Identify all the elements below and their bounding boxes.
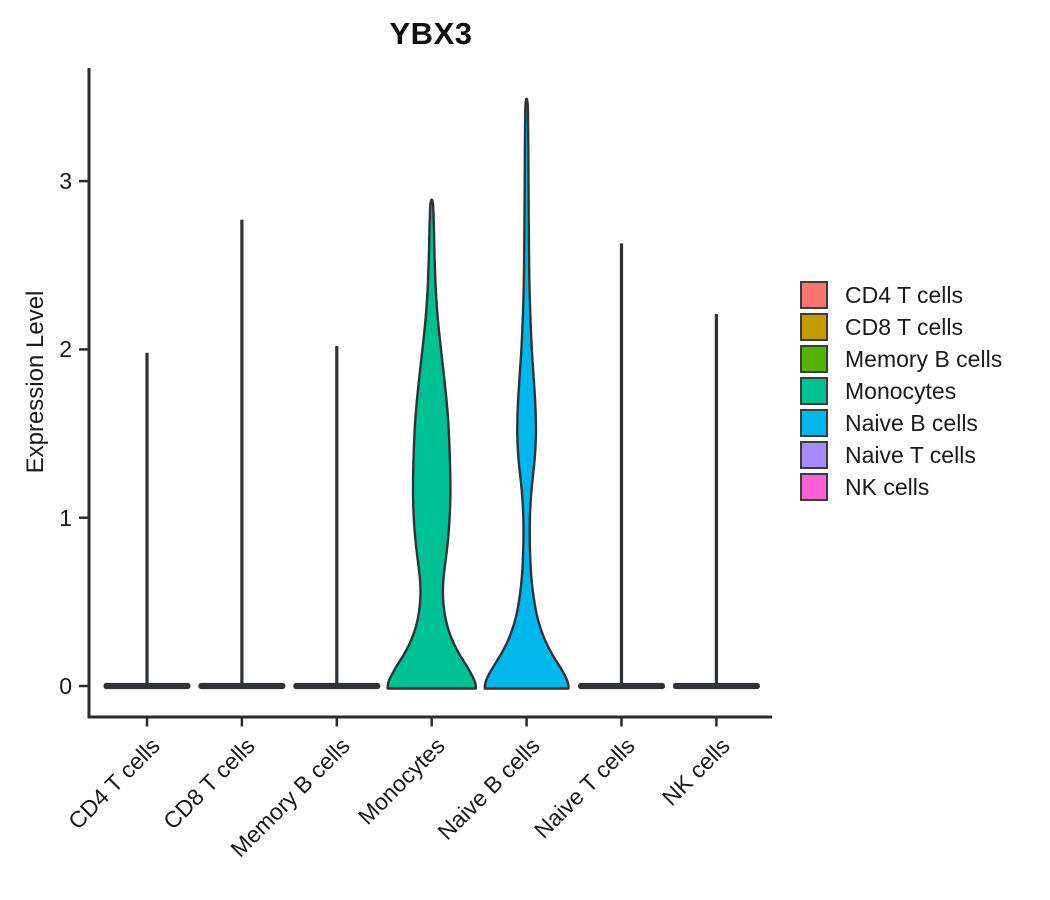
legend-item-naive-b-cells: Naive B cells <box>800 407 1002 439</box>
legend-swatch-icon <box>800 409 828 437</box>
legend-swatch-icon <box>800 377 828 405</box>
legend: CD4 T cells CD8 T cells Memory B cells M… <box>800 279 1002 503</box>
legend-swatch-icon <box>800 345 828 373</box>
legend-swatch-icon <box>800 313 828 341</box>
plot-title: YBX3 <box>389 16 473 51</box>
violin-naive-t-cells-base <box>578 682 665 690</box>
legend-item-naive-t-cells: Naive T cells <box>800 439 1002 471</box>
violin-monocytes <box>386 198 477 690</box>
y-tick-label-0: 0 <box>59 673 72 699</box>
legend-label: Naive T cells <box>845 441 976 468</box>
legend-item-monocytes: Monocytes <box>800 375 1002 407</box>
violin-cd4-t-cells-base <box>103 682 191 690</box>
legend-swatch-icon <box>800 441 828 469</box>
legend-label: Monocytes <box>845 377 957 404</box>
violin-naive-b-cells <box>483 97 570 690</box>
legend-label: Naive B cells <box>845 409 978 436</box>
legend-item-cd4-t-cells: CD4 T cells <box>800 279 1002 311</box>
legend-label: CD8 T cells <box>845 313 964 340</box>
legend-label: CD4 T cells <box>845 281 964 308</box>
violin-nk-cells-base <box>672 682 760 690</box>
legend-swatch-icon <box>800 281 828 309</box>
y-tick-label-2: 2 <box>59 336 72 362</box>
legend-item-nk-cells: NK cells <box>800 471 1002 503</box>
legend-label: Memory B cells <box>845 345 1003 372</box>
legend-swatch-icon <box>800 473 828 501</box>
violin-memory-b-cells-base <box>293 682 381 690</box>
legend-item-cd8-t-cells: CD8 T cells <box>800 311 1002 343</box>
y-tick-label-1: 1 <box>59 505 72 531</box>
y-axis-title: Expression Level <box>22 290 49 474</box>
legend-label: NK cells <box>845 473 930 500</box>
legend-item-memory-b-cells: Memory B cells <box>800 343 1002 375</box>
y-tick-label-3: 3 <box>59 168 72 194</box>
violin-cd8-t-cells-base <box>198 682 286 690</box>
